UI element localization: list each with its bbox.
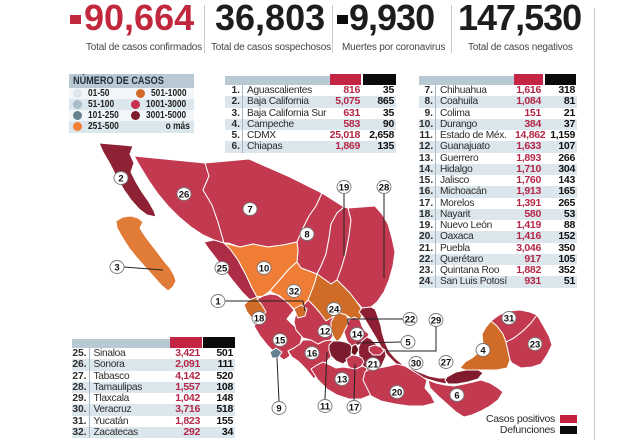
svg-text:1: 1 xyxy=(215,297,221,308)
svg-text:7: 7 xyxy=(247,205,252,216)
svg-text:15: 15 xyxy=(275,336,286,347)
svg-text:24: 24 xyxy=(329,305,340,316)
svg-text:30: 30 xyxy=(411,359,422,370)
svg-text:4: 4 xyxy=(480,346,486,357)
svg-text:26: 26 xyxy=(179,190,190,201)
svg-text:19: 19 xyxy=(339,183,350,194)
svg-text:29: 29 xyxy=(431,316,442,327)
svg-text:6: 6 xyxy=(454,391,459,402)
svg-text:12: 12 xyxy=(320,327,331,338)
svg-text:21: 21 xyxy=(368,360,379,371)
svg-text:13: 13 xyxy=(337,375,348,386)
svg-text:10: 10 xyxy=(259,264,270,275)
svg-text:5: 5 xyxy=(405,338,411,349)
svg-text:9: 9 xyxy=(276,404,281,415)
svg-text:8: 8 xyxy=(304,230,309,241)
svg-text:3: 3 xyxy=(114,263,119,274)
svg-text:23: 23 xyxy=(530,340,541,351)
svg-text:2: 2 xyxy=(118,174,123,185)
svg-text:16: 16 xyxy=(307,349,318,360)
svg-text:25: 25 xyxy=(217,264,228,275)
svg-text:18: 18 xyxy=(254,314,265,325)
svg-text:22: 22 xyxy=(405,315,416,326)
svg-text:11: 11 xyxy=(320,402,331,413)
svg-text:28: 28 xyxy=(379,183,390,194)
svg-text:31: 31 xyxy=(504,314,515,325)
svg-text:32: 32 xyxy=(289,287,300,298)
svg-text:20: 20 xyxy=(392,388,403,399)
svg-text:27: 27 xyxy=(441,358,452,369)
svg-text:14: 14 xyxy=(352,330,363,341)
svg-text:17: 17 xyxy=(349,403,360,414)
